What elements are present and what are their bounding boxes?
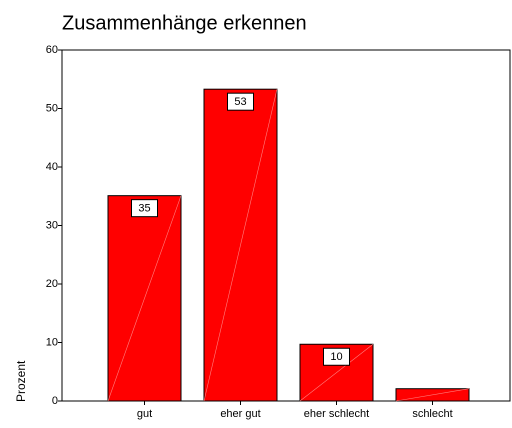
y-tick-label: 50 [46,102,58,114]
x-tick-label: eher schlecht [304,408,369,420]
value-label-box [227,92,254,111]
chart-title: Zusammenhänge erkennen [62,12,307,34]
value-label: 53 [234,96,246,108]
y-tick-label: 0 [52,395,58,407]
y-tick-label: 20 [46,278,58,290]
y-tick-label: 40 [46,161,58,173]
y-tick-label: 30 [46,219,58,231]
x-tick-label: gut [137,408,152,420]
bar-hatch [299,344,374,402]
x-tick-label: eher gut [220,408,260,420]
value-label-box [131,199,158,218]
x-tick-label: schlecht [412,408,452,420]
y-tick-label: 10 [46,336,58,348]
bar-hatch [107,195,182,402]
value-label-box [323,347,350,366]
value-label: 35 [138,203,150,215]
bar-hatch [395,388,470,402]
value-label: 10 [330,351,342,363]
bar-hatch [203,89,278,402]
y-axis-label: Prozent [14,360,28,402]
y-tick-label: 60 [46,44,58,56]
